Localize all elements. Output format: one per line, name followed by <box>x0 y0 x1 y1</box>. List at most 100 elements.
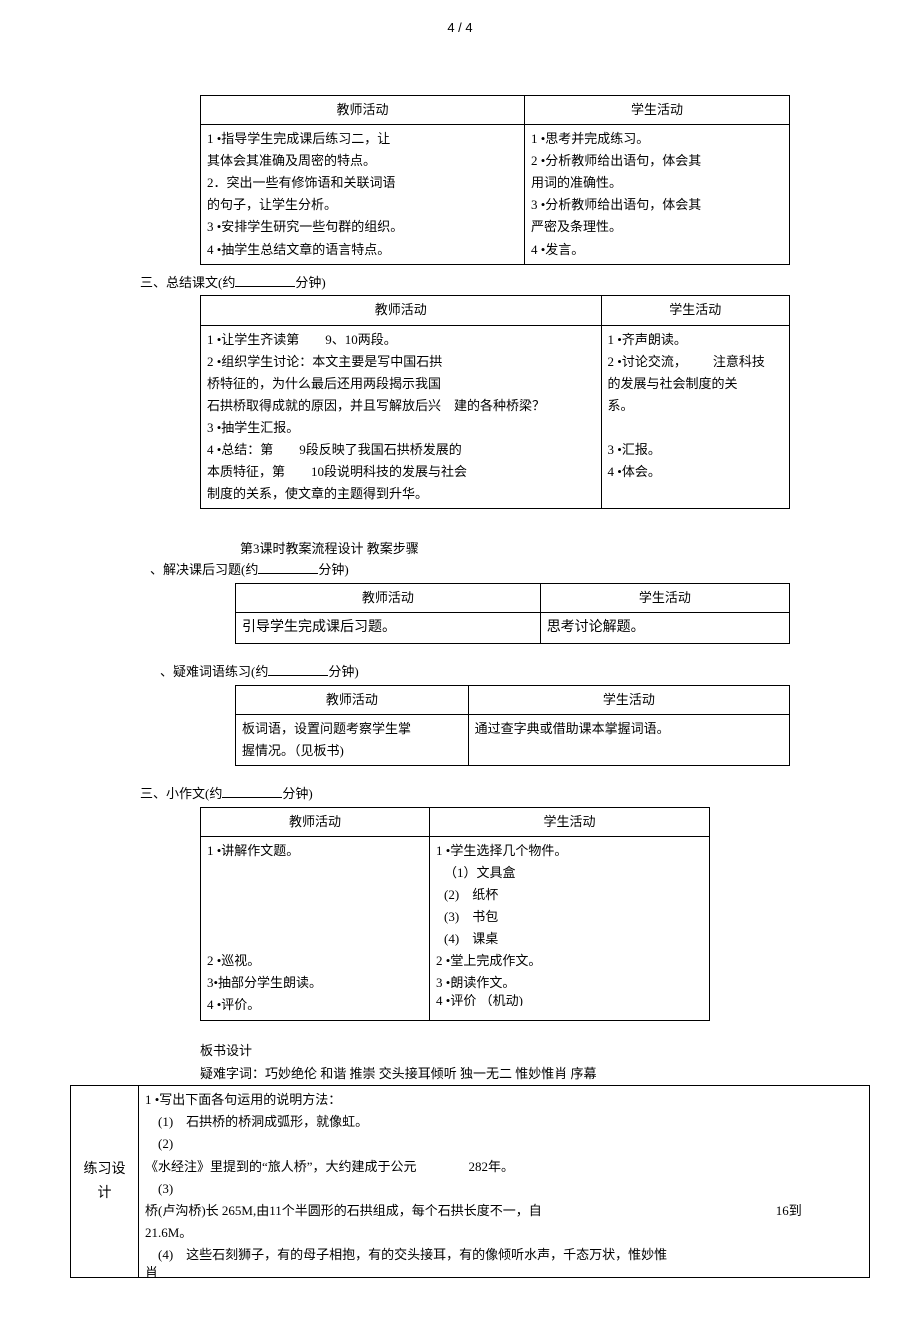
page-number: 4 / 4 <box>50 20 870 35</box>
w-s-0: 通过查字典或借助课本掌握词语。 <box>475 718 783 740</box>
e-t-7: 4 •评价。 <box>207 994 423 1016</box>
e-t-0: 1 •讲解作文题。 <box>207 840 423 862</box>
table-solve: 教师活动 学生活动 引导学生完成课后习题。 思考讨论解题。 <box>235 583 790 644</box>
board-side-label: 练习设计 <box>71 1086 139 1278</box>
bc-6: 21.6M。 <box>145 1222 863 1244</box>
t1-s-l2: 用词的准确性。 <box>531 172 783 194</box>
sm-s-1: 2 •讨论交流， 注意科技 <box>608 351 783 373</box>
sm-s-4 <box>608 417 783 439</box>
essay-header-student: 学生活动 <box>430 807 710 836</box>
sm-s-2: 的发展与社会制度的关 <box>608 373 783 395</box>
e-t-3 <box>207 906 423 928</box>
e-t-4 <box>207 928 423 950</box>
table1-teacher-cell: 1 •指导学生完成课后练习二，让 其体会其准确及周密的特点。 2．突出一些有修饰… <box>201 125 525 265</box>
bc-1: (1) 石拱桥的桥洞成弧形，就像虹。 <box>145 1111 863 1133</box>
section-solve-label: 、解决课后习题(约 分钟) <box>150 560 870 581</box>
t1-t-l0: 1 •指导学生完成课后练习二，让 <box>207 128 518 150</box>
sm-t-2: 桥特征的，为什么最后还用两段揭示我国 <box>207 373 595 395</box>
sm-t-4: 3 •抽学生汇报。 <box>207 417 595 439</box>
sm-t-6: 本质特征，第 10段说明科技的发展与社会 <box>207 461 595 483</box>
e-t-6: 3•抽部分学生朗读。 <box>207 972 423 994</box>
t1-t-l5: 4 •抽学生总结文章的语言特点。 <box>207 239 518 261</box>
t1-t-l3: 的句子，让学生分析。 <box>207 194 518 216</box>
summary-header-student: 学生活动 <box>601 296 789 325</box>
sm-s-3: 系。 <box>608 395 783 417</box>
bc-5: 桥(卢沟桥)长 265M,由11个半圆形的石拱组成，每个石拱长度不一，自 16到 <box>145 1200 863 1222</box>
words-header-student: 学生活动 <box>468 685 789 714</box>
section-words-label: 、疑难词语练习(约 分钟) <box>160 662 870 683</box>
essay-suffix: 分钟) <box>282 786 312 801</box>
table1-header-student: 学生活动 <box>524 96 789 125</box>
words-header-teacher: 教师活动 <box>236 685 469 714</box>
bc-7: (4) 这些石刻狮子，有的母子相抱，有的交头接耳，有的像倾听水声，千态万状，惟妙… <box>145 1244 863 1266</box>
words-student-cell: 通过查字典或借助课本掌握词语。 <box>468 714 789 765</box>
e-t-5: 2 •巡视。 <box>207 950 423 972</box>
words-blank <box>268 662 328 676</box>
summary-student-cell: 1 •齐声朗读。 2 •讨论交流， 注意科技 的发展与社会制度的关 系。 3 •… <box>601 325 789 509</box>
essay-prefix: 三、小作文(约 <box>140 786 222 801</box>
sm-t-5: 4 •总结：第 9段反映了我国石拱桥发展的 <box>207 439 595 461</box>
e-t-2 <box>207 884 423 906</box>
sm-t-7: 制度的关系，使文章的主题得到升华。 <box>207 483 595 505</box>
e-t-1 <box>207 862 423 884</box>
e-s-3: (3) 书包 <box>436 906 703 928</box>
bc-8: 肖 <box>145 1266 863 1277</box>
table1-student-cell: 1 •思考并完成练习。 2 •分析教师给出语句，体会其 用词的准确性。 3 •分… <box>524 125 789 265</box>
e-s-5: 2 •堂上完成作文。 <box>436 950 703 972</box>
solve-blank <box>258 560 318 574</box>
bc-3: 《水经注》里提到的“旅人桥”，大约建成于公元 282年。 <box>145 1156 863 1178</box>
e-s-2: (2) 纸杯 <box>436 884 703 906</box>
t1-t-l1: 其体会其准确及周密的特点。 <box>207 150 518 172</box>
sm-s-6: 4 •体会。 <box>608 461 783 483</box>
solve-header-teacher: 教师活动 <box>236 583 541 612</box>
table-activity-1: 教师活动 学生活动 1 •指导学生完成课后练习二，让 其体会其准确及周密的特点。… <box>200 95 790 265</box>
e-s-7: 4 •评价 （机动) <box>436 994 703 1006</box>
solve-student-cell: 思考讨论解题。 <box>540 612 789 643</box>
sm-s-0: 1 •齐声朗读。 <box>608 329 783 351</box>
summary-teacher-cell: 1 •让学生齐读第 9、10两段。 2 •组织学生讨论：本文主要是写中国石拱 桥… <box>201 325 602 509</box>
table-words: 教师活动 学生活动 板词语，设置问题考察学生掌 握情况。（见板书) 通过查字典或… <box>235 685 790 766</box>
lesson3-title: 第3课时教案流程设计 教案步骤 <box>240 539 870 560</box>
words-prefix: 、疑难词语练习(约 <box>160 664 268 679</box>
t1-s-l4: 严密及条理性。 <box>531 216 783 238</box>
table1-header-teacher: 教师活动 <box>201 96 525 125</box>
e-s-6: 3 •朗读作文。 <box>436 972 703 994</box>
section-essay-label: 三、小作文(约 分钟) <box>140 784 870 805</box>
sm-t-0: 1 •让学生齐读第 9、10两段。 <box>207 329 595 351</box>
solve-prefix: 、解决课后习题(约 <box>150 562 258 577</box>
w-t-0: 板词语，设置问题考察学生掌 <box>242 718 462 740</box>
summary-header-teacher: 教师活动 <box>201 296 602 325</box>
sm-s-5: 3 •汇报。 <box>608 439 783 461</box>
t1-s-l1: 2 •分析教师给出语句，体会其 <box>531 150 783 172</box>
board-content-cell: 1 •写出下面各句运用的说明方法： (1) 石拱桥的桥洞成弧形，就像虹。 (2)… <box>139 1086 870 1278</box>
t1-s-l0: 1 •思考并完成练习。 <box>531 128 783 150</box>
bc-4: (3) <box>145 1178 863 1200</box>
summary-suffix: 分钟) <box>295 275 325 290</box>
essay-blank <box>222 784 282 798</box>
essay-teacher-cell: 1 •讲解作文题。 2 •巡视。 3•抽部分学生朗读。 4 •评价。 <box>201 836 430 1020</box>
words-teacher-cell: 板词语，设置问题考察学生掌 握情况。（见板书) <box>236 714 469 765</box>
words-suffix: 分钟) <box>328 664 358 679</box>
sm-t-1: 2 •组织学生讨论：本文主要是写中国石拱 <box>207 351 595 373</box>
table-summary: 教师活动 学生活动 1 •让学生齐读第 9、10两段。 2 •组织学生讨论：本文… <box>200 295 790 509</box>
t1-t-l4: 3 •安排学生研究一些句群的组织。 <box>207 216 518 238</box>
board-title: 板书设计 <box>200 1039 870 1062</box>
essay-header-teacher: 教师活动 <box>201 807 430 836</box>
board-side-text: 练习设计 <box>84 1162 126 1201</box>
t1-s-l3: 3 •分析教师给出语句，体会其 <box>531 194 783 216</box>
t1-s-l5: 4 •发言。 <box>531 239 783 261</box>
sm-t-3: 石拱桥取得成就的原因，并且写解放后兴 建的各种桥梁？ <box>207 395 595 417</box>
page-root: 4 / 4 教师活动 学生活动 1 •指导学生完成课后练习二，让 其体会其准确及… <box>0 0 920 1318</box>
t1-t-l2: 2．突出一些有修饰语和关联词语 <box>207 172 518 194</box>
e-s-1: （1）文具盒 <box>436 862 703 884</box>
section-summary-label: 三、总结课文(约 分钟) <box>140 273 870 294</box>
board-words: 疑难字词：巧妙绝伦 和谐 推崇 交头接耳倾听 独一无二 惟妙惟肖 序幕 <box>200 1062 870 1085</box>
bc-2: (2) <box>145 1133 863 1155</box>
summary-prefix: 三、总结课文(约 <box>140 275 235 290</box>
summary-blank <box>235 273 295 287</box>
e-s-4: (4) 课桌 <box>436 928 703 950</box>
solve-suffix: 分钟) <box>318 562 348 577</box>
table-essay: 教师活动 学生活动 1 •讲解作文题。 2 •巡视。 3•抽部分学生朗读。 4 … <box>200 807 710 1021</box>
solve-header-student: 学生活动 <box>540 583 789 612</box>
bc-0: 1 •写出下面各句运用的说明方法： <box>145 1089 863 1111</box>
